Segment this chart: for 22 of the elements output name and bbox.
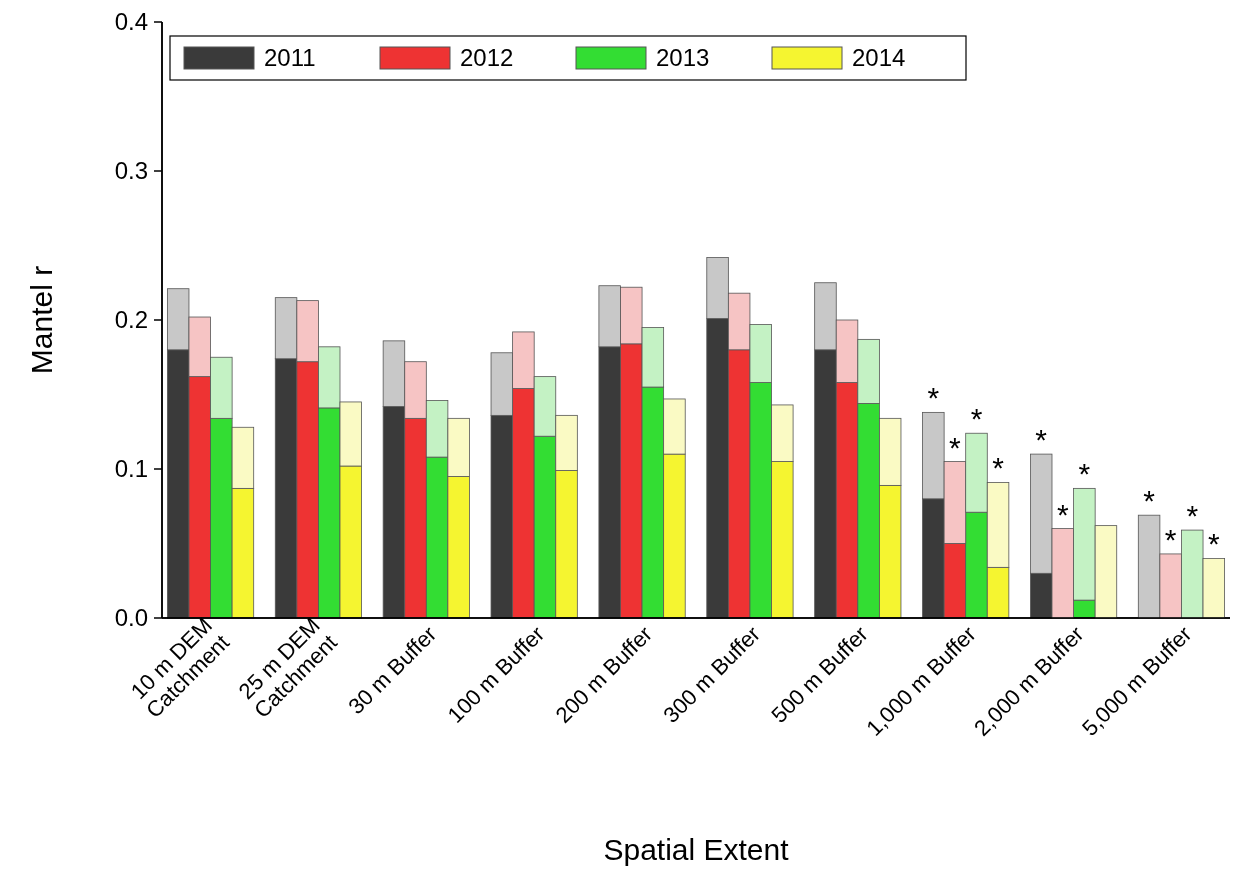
y-tick-label: 0.3: [114, 157, 148, 185]
legend-label: 2014: [852, 44, 906, 72]
y-tick-label: 0.2: [114, 306, 148, 334]
data-label: *: [1143, 484, 1156, 518]
data-label: *: [1078, 457, 1091, 491]
data-label: *: [970, 402, 983, 436]
data-label: *: [992, 451, 1005, 485]
data-label: *: [1186, 499, 1199, 533]
data-label: *: [1035, 423, 1048, 457]
x-axis-title: Spatial Extent: [603, 833, 790, 866]
data-label: *: [1056, 497, 1069, 531]
legend-label: 2013: [656, 44, 710, 72]
data-label: *: [927, 381, 940, 415]
legend-label: 2011: [264, 44, 316, 72]
y-tick-label: 0.4: [114, 8, 148, 36]
y-tick-label: 0.1: [114, 455, 148, 483]
y-axis-title: Mantel r: [25, 265, 58, 375]
y-tick-label: 0.0: [114, 604, 148, 632]
data-label: *: [949, 430, 962, 464]
legend-label: 2012: [460, 44, 514, 72]
data-label: *: [1207, 527, 1220, 561]
data-label: *: [1164, 522, 1177, 556]
